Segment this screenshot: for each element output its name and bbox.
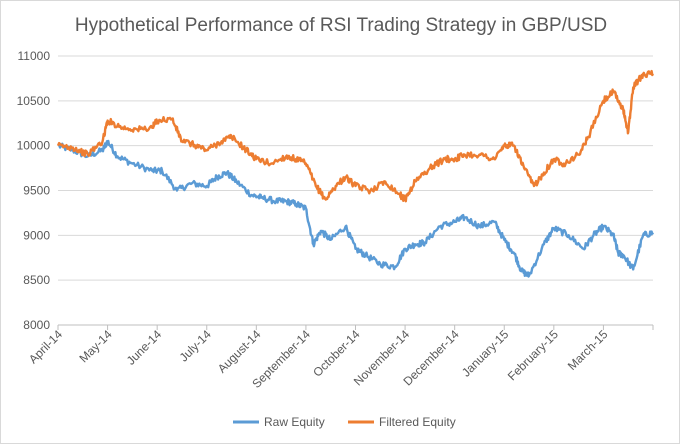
- series-line-raw-equity: [57, 139, 655, 278]
- x-tick-label: February-15: [505, 327, 561, 383]
- y-tick-label: 8000: [23, 318, 50, 332]
- legend-label: Raw Equity: [264, 415, 325, 429]
- legend: Raw Equity Filtered Equity: [233, 415, 456, 429]
- x-tick-label: April-14: [26, 327, 65, 366]
- y-tick-label: 10500: [17, 94, 51, 108]
- x-tick-label: October-14: [310, 327, 363, 380]
- x-tick-label: January-15: [459, 327, 512, 380]
- series-line-filtered-equity: [56, 69, 655, 203]
- chart-title: Hypothetical Performance of RSI Trading …: [75, 15, 607, 36]
- y-tick-label: 9500: [23, 184, 50, 198]
- y-tick-label: 11000: [18, 49, 51, 63]
- gridlines: [58, 55, 653, 281]
- x-tick-label: August-14: [215, 327, 264, 376]
- axes: 8000 8500 9000 9500 10000 10500 11000 April-14 M…: [17, 49, 654, 391]
- legend-label: Filtered Equity: [379, 415, 456, 429]
- x-tick-label: May-14: [77, 327, 115, 365]
- series-lines: [56, 69, 655, 278]
- x-tick-label: July-14: [177, 327, 214, 364]
- x-tick-label: June-14: [124, 327, 165, 368]
- y-tick-label: 10000: [17, 139, 51, 153]
- y-tick-label: 8500: [23, 273, 50, 287]
- y-tick-label: 9000: [23, 228, 50, 242]
- x-tick-label: March-15: [565, 327, 611, 373]
